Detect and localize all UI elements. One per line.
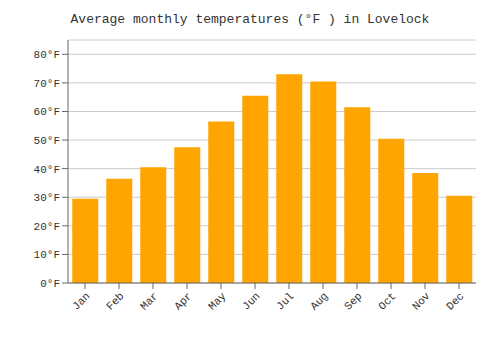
svg-text:20°F: 20°F [34, 221, 60, 233]
svg-text:Dec: Dec [444, 290, 466, 312]
svg-text:Jul: Jul [274, 290, 296, 312]
svg-text:Jun: Jun [240, 290, 262, 312]
svg-text:Sep: Sep [342, 290, 364, 312]
svg-text:50°F: 50°F [34, 135, 60, 147]
svg-text:Feb: Feb [104, 290, 126, 312]
svg-text:Apr: Apr [172, 290, 194, 312]
svg-text:80°F: 80°F [34, 49, 60, 61]
svg-text:Aug: Aug [308, 290, 330, 312]
svg-text:Jan: Jan [70, 290, 92, 312]
svg-text:Nov: Nov [410, 290, 433, 313]
svg-text:Oct: Oct [376, 290, 398, 312]
svg-text:0°F: 0°F [40, 278, 60, 290]
html-text:Average monthly temperatures (: Average monthly temperatures (°F ) in Lo… [70, 12, 430, 27]
svg-text:70°F: 70°F [34, 78, 60, 90]
svg-text:May: May [206, 290, 229, 313]
svg-text:60°F: 60°F [34, 106, 60, 118]
svg-text:30°F: 30°F [34, 192, 60, 204]
svg-text:40°F: 40°F [34, 164, 60, 176]
svg-text:Mar: Mar [138, 290, 160, 312]
svg-text:10°F: 10°F [34, 249, 60, 261]
